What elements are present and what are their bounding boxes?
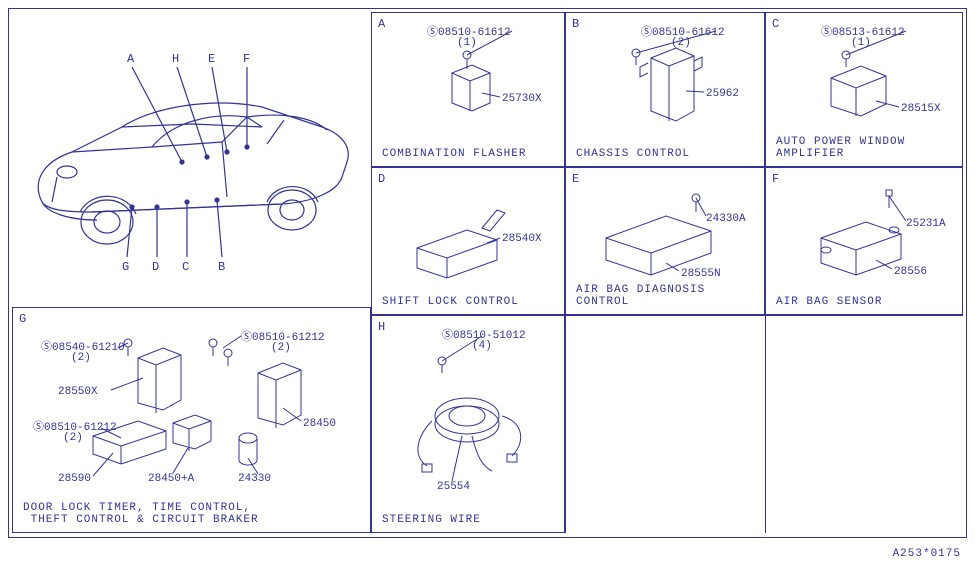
panel-auto-power-window-amp: C Ⓢ08513-61612 (1) 28515X AUTO POWER WIN…	[765, 12, 963, 167]
panel-title: AIR BAG DIAGNOSIS CONTROL	[576, 284, 705, 308]
document-id: A253*0175	[893, 548, 961, 560]
panel-title: CHASSIS CONTROL	[576, 148, 690, 160]
panel-g-svg	[13, 308, 372, 534]
car-svg: A H E F G D C B	[12, 12, 367, 272]
panel-a-svg	[372, 13, 566, 168]
callout-C: C	[182, 260, 189, 274]
panel-title: COMBINATION FLASHER	[382, 148, 526, 160]
panel-title: DOOR LOCK TIMER, TIME CONTROL, THEFT CON…	[23, 502, 259, 526]
callout-G: G	[122, 260, 129, 274]
panel-door-lock-timer: G Ⓢ08540-61210 (2) Ⓢ08510-61212 (2) Ⓢ085…	[12, 307, 371, 533]
callout-E: E	[208, 52, 215, 66]
panel-airbag-diagnosis: E 24330A 28555N AIR BAG DIAGNOSIS CONTRO…	[565, 167, 765, 315]
panel-title: AUTO POWER WINDOW AMPLIFIER	[776, 136, 905, 160]
panel-title: STEERING WIRE	[382, 514, 481, 526]
grid-fill-2	[765, 315, 963, 533]
panel-chassis-control: B Ⓢ08510-61612 (2) 25962 CHASSIS CONTROL	[565, 12, 765, 167]
panel-combination-flasher: A Ⓢ08510-61612 (1) 25730X COMBINATION FL…	[371, 12, 565, 167]
car-illustration-panel: A H E F G D C B	[12, 12, 367, 300]
panel-f-svg	[766, 168, 964, 316]
panel-title: AIR BAG SENSOR	[776, 296, 882, 308]
callout-B: B	[218, 260, 225, 274]
panel-b-svg	[566, 13, 766, 168]
grid-fill-1	[565, 315, 765, 533]
panel-steering-wire: H Ⓢ08510-51012 (4) 25554 STEERING WIRE	[371, 315, 565, 533]
panel-airbag-sensor: F 25231A 28556 AIR BAG SENSOR	[765, 167, 963, 315]
callout-F: F	[243, 52, 250, 66]
panel-d-svg	[372, 168, 566, 316]
panel-title: SHIFT LOCK CONTROL	[382, 296, 519, 308]
panel-h-svg	[372, 316, 566, 534]
callout-H: H	[172, 52, 179, 66]
callout-A: A	[127, 52, 135, 66]
panel-shift-lock-control: D 28540X SHIFT LOCK CONTROL	[371, 167, 565, 315]
callout-D: D	[152, 260, 159, 274]
